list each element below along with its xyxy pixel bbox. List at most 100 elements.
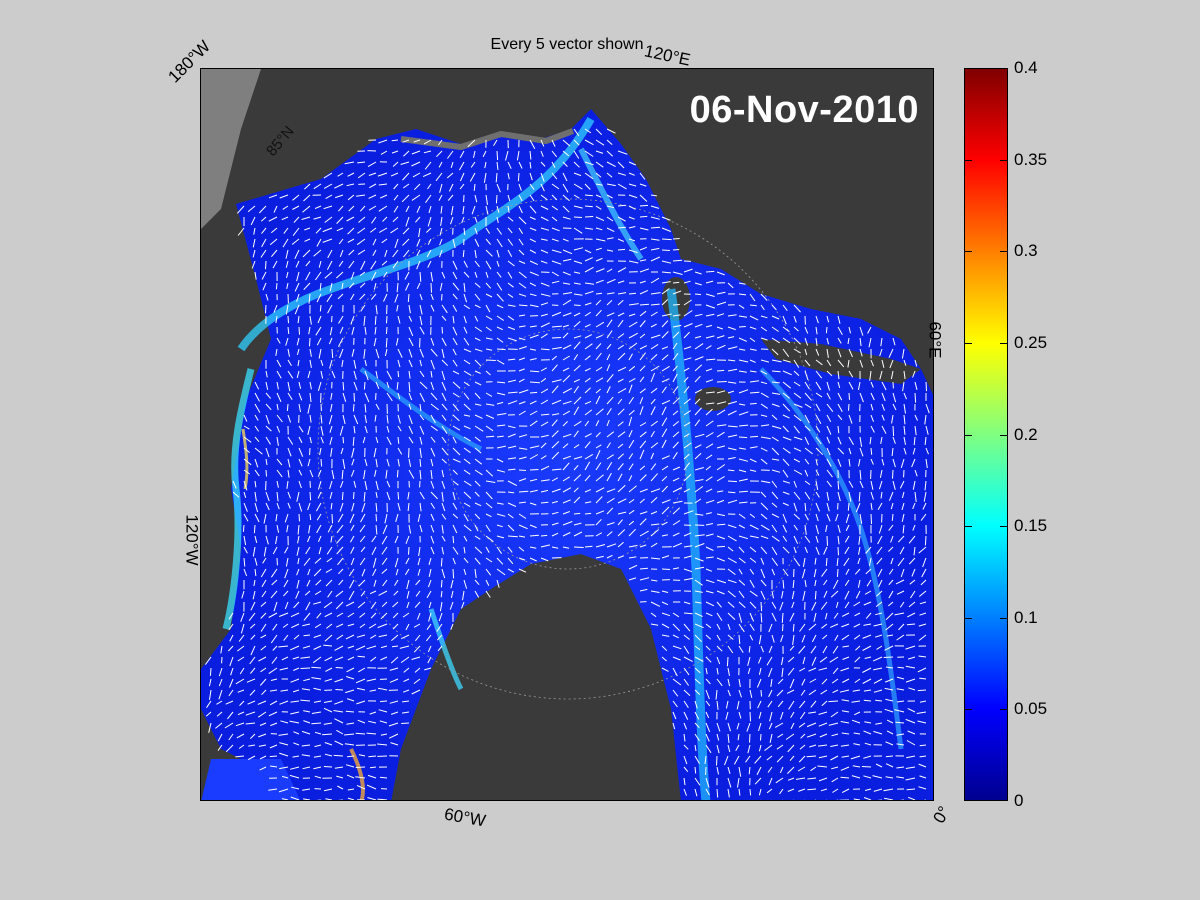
drift-vector <box>918 590 927 597</box>
drift-vector <box>317 491 322 499</box>
drift-vector <box>291 623 300 629</box>
drift-vector <box>339 249 344 257</box>
drift-vector <box>672 281 680 284</box>
drift-vector <box>395 568 399 576</box>
drift-vector <box>344 733 355 736</box>
drift-vector <box>884 797 894 800</box>
drift-vector <box>694 313 703 317</box>
drift-vector <box>359 557 366 566</box>
drift-vector <box>448 183 454 192</box>
drift-vector <box>573 150 580 159</box>
drift-vector <box>661 288 670 295</box>
drift-vector <box>683 357 692 361</box>
drift-vector <box>841 634 850 641</box>
drift-vector <box>268 667 278 675</box>
drift-vector <box>694 766 697 774</box>
drift-vector <box>661 260 672 264</box>
drift-vector <box>485 326 492 332</box>
drift-vector <box>683 510 694 515</box>
drift-vector <box>901 502 905 511</box>
drift-vector <box>452 513 459 519</box>
drift-vector <box>847 337 850 345</box>
drift-vector <box>907 656 916 660</box>
drift-vector <box>459 172 465 182</box>
drift-vector <box>650 292 661 295</box>
drift-vector <box>672 441 679 449</box>
drift-vector <box>304 590 311 596</box>
drift-vector <box>485 513 492 518</box>
drift-vector <box>296 568 300 576</box>
drift-vector <box>628 528 636 537</box>
drift-vector <box>293 731 300 735</box>
drift-vector <box>914 381 918 391</box>
drift-vector <box>507 358 516 361</box>
drift-vector <box>716 409 726 416</box>
drift-vector <box>881 392 886 402</box>
drift-vector <box>529 334 539 339</box>
drift-vector <box>818 711 828 715</box>
drift-vector <box>529 381 540 384</box>
drift-vector <box>334 700 344 705</box>
drift-vector <box>798 722 806 728</box>
drift-vector <box>694 534 705 537</box>
drift-vector <box>850 755 861 760</box>
drift-vector <box>419 326 425 335</box>
drift-vector <box>873 667 883 671</box>
drift-vector <box>883 656 894 658</box>
drift-vector <box>595 496 603 504</box>
drift-vector <box>650 205 660 209</box>
drift-vector <box>250 645 256 656</box>
drift-vector <box>826 425 832 435</box>
drift-vector <box>270 568 278 578</box>
drift-vector <box>347 227 355 235</box>
drift-vector <box>650 542 658 548</box>
drift-vector <box>727 766 731 774</box>
drift-vector <box>311 711 322 714</box>
drift-vector <box>452 447 461 456</box>
drift-vector <box>243 447 250 453</box>
drift-streak <box>578 147 644 261</box>
drift-vector <box>413 645 421 653</box>
drift-vector <box>373 282 377 290</box>
drift-vector <box>727 557 737 564</box>
drift-vector <box>272 623 278 631</box>
drift-vector <box>858 546 861 555</box>
drift-vector <box>617 292 627 295</box>
drift-vector <box>391 645 399 648</box>
drift-vector <box>844 535 850 543</box>
drift-vector <box>853 743 861 746</box>
drift-vector <box>906 788 916 791</box>
drift-vector <box>925 381 927 392</box>
drift-vector <box>462 205 465 215</box>
drift-vector <box>307 568 311 576</box>
drift-vector <box>293 216 300 223</box>
drift-vector <box>837 359 845 368</box>
drift-vector <box>562 532 571 537</box>
drift-vector <box>485 238 491 245</box>
drift-vector <box>496 392 506 396</box>
drift-vector <box>551 150 557 158</box>
drift-vector <box>529 293 537 297</box>
drift-vector <box>705 408 713 416</box>
drift-vector <box>470 161 476 168</box>
drift-vector <box>388 722 399 727</box>
drift-vector <box>661 499 671 504</box>
drift-vector <box>430 293 434 300</box>
drift-vector <box>672 431 680 438</box>
drift-vector <box>595 408 604 416</box>
drift-vector <box>379 194 388 199</box>
drift-vector <box>311 722 322 725</box>
drift-vector <box>826 315 830 323</box>
drift-vector <box>842 656 850 660</box>
drift-vector <box>276 359 282 368</box>
drift-vector <box>386 458 390 467</box>
drift-vector <box>358 579 366 587</box>
drift-vector <box>358 216 366 223</box>
drift-vector <box>463 480 472 487</box>
drift-vector <box>238 634 245 642</box>
drift-vector <box>584 420 590 427</box>
drift-vector <box>841 710 850 713</box>
drift-vector <box>683 268 693 273</box>
drift-vector <box>725 700 729 709</box>
drift-vector <box>474 271 478 278</box>
